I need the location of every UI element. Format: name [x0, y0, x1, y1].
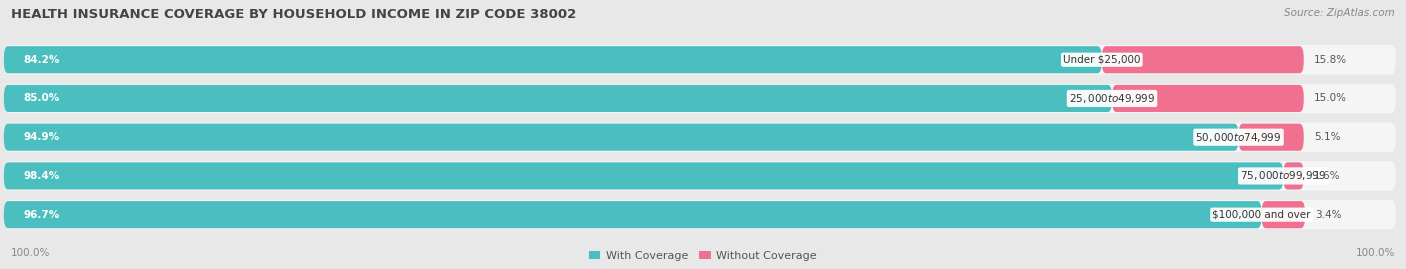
Text: $75,000 to $99,999: $75,000 to $99,999 [1240, 169, 1326, 182]
FancyBboxPatch shape [1239, 124, 1303, 151]
Text: Under $25,000: Under $25,000 [1063, 55, 1140, 65]
FancyBboxPatch shape [1112, 85, 1303, 112]
FancyBboxPatch shape [4, 201, 1261, 228]
Text: 100.0%: 100.0% [1355, 248, 1395, 258]
Legend: With Coverage, Without Coverage: With Coverage, Without Coverage [589, 251, 817, 261]
Text: HEALTH INSURANCE COVERAGE BY HOUSEHOLD INCOME IN ZIP CODE 38002: HEALTH INSURANCE COVERAGE BY HOUSEHOLD I… [11, 8, 576, 21]
FancyBboxPatch shape [4, 45, 1396, 75]
FancyBboxPatch shape [4, 200, 1396, 229]
Text: 5.1%: 5.1% [1315, 132, 1340, 142]
Text: Source: ZipAtlas.com: Source: ZipAtlas.com [1284, 8, 1395, 18]
FancyBboxPatch shape [1261, 201, 1305, 228]
Text: 94.9%: 94.9% [22, 132, 59, 142]
Text: 100.0%: 100.0% [11, 248, 51, 258]
FancyBboxPatch shape [4, 46, 1102, 73]
Text: 1.6%: 1.6% [1315, 171, 1340, 181]
Text: $100,000 and over: $100,000 and over [1212, 210, 1310, 220]
FancyBboxPatch shape [4, 162, 1284, 189]
FancyBboxPatch shape [4, 124, 1239, 151]
Text: 84.2%: 84.2% [22, 55, 59, 65]
Text: 3.4%: 3.4% [1315, 210, 1341, 220]
Text: 15.0%: 15.0% [1315, 93, 1347, 104]
Text: 85.0%: 85.0% [22, 93, 59, 104]
Text: 96.7%: 96.7% [22, 210, 59, 220]
Text: 15.8%: 15.8% [1315, 55, 1347, 65]
FancyBboxPatch shape [1102, 46, 1303, 73]
FancyBboxPatch shape [4, 84, 1396, 113]
FancyBboxPatch shape [1284, 162, 1303, 189]
FancyBboxPatch shape [4, 85, 1112, 112]
Text: $25,000 to $49,999: $25,000 to $49,999 [1069, 92, 1156, 105]
FancyBboxPatch shape [4, 161, 1396, 191]
FancyBboxPatch shape [4, 122, 1396, 152]
Text: $50,000 to $74,999: $50,000 to $74,999 [1195, 131, 1282, 144]
Text: 98.4%: 98.4% [22, 171, 59, 181]
